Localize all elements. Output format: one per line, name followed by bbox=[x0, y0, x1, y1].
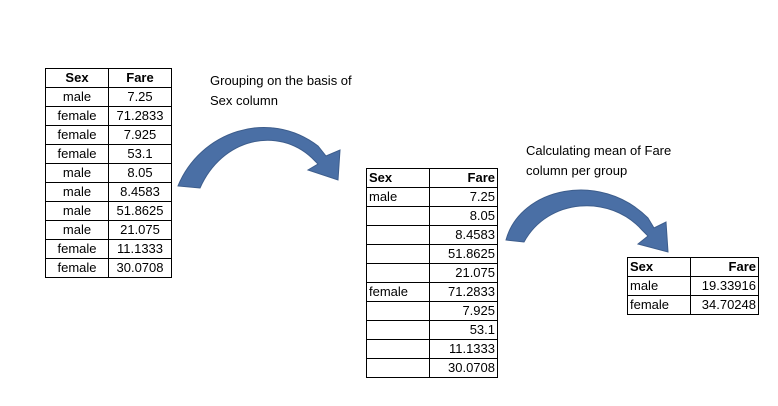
table-row: 7.925 bbox=[366, 301, 498, 321]
fare-cell: 8.05 bbox=[108, 163, 172, 183]
sex-cell: female bbox=[366, 282, 430, 302]
fare-cell: 51.8625 bbox=[429, 244, 498, 264]
sex-cell: female bbox=[45, 144, 109, 164]
grouped-table: Sex Fare male 7.25 8.05 8.4583 51.8625 21… bbox=[366, 168, 498, 378]
sex-cell: male bbox=[45, 182, 109, 202]
table-row: male 8.4583 bbox=[45, 182, 172, 202]
mean-note: Calculating mean of Fare column per grou… bbox=[526, 143, 672, 178]
sex-cell: female bbox=[45, 125, 109, 145]
table-header-row: Sex Fare bbox=[366, 168, 498, 188]
header-fare: Fare bbox=[690, 257, 759, 277]
table-row: female 53.1 bbox=[45, 144, 172, 164]
table-row: male 51.8625 bbox=[45, 201, 172, 221]
sex-cell bbox=[366, 358, 430, 378]
fare-cell: 7.925 bbox=[108, 125, 172, 145]
sex-cell: male bbox=[45, 87, 109, 107]
table-row: male 21.075 bbox=[45, 220, 172, 240]
fare-cell: 30.0708 bbox=[108, 258, 172, 278]
fare-cell: 53.1 bbox=[429, 320, 498, 340]
fare-cell: 8.4583 bbox=[108, 182, 172, 202]
table-row: female 34.70248 bbox=[627, 295, 759, 315]
table-row: 11.1333 bbox=[366, 339, 498, 359]
table-row: 8.4583 bbox=[366, 225, 498, 245]
mean-table: Sex Fare male 19.33916 female 34.70248 bbox=[627, 257, 759, 315]
fare-cell: 8.05 bbox=[429, 206, 498, 226]
grouping-note: Grouping on the basis of Sex column bbox=[210, 73, 352, 108]
table-row: female 30.0708 bbox=[45, 258, 172, 278]
header-sex: Sex bbox=[366, 168, 430, 188]
header-sex: Sex bbox=[45, 68, 109, 88]
table-header-row: Sex Fare bbox=[627, 257, 759, 277]
sex-cell bbox=[366, 301, 430, 321]
fare-cell: 21.075 bbox=[108, 220, 172, 240]
header-sex: Sex bbox=[627, 257, 691, 277]
sex-cell bbox=[366, 320, 430, 340]
sex-cell: male bbox=[366, 187, 430, 207]
fare-cell: 8.4583 bbox=[429, 225, 498, 245]
fare-cell: 7.25 bbox=[429, 187, 498, 207]
fare-cell: 21.075 bbox=[429, 263, 498, 283]
table-row: female 71.2833 bbox=[45, 106, 172, 126]
table-row: male 7.25 bbox=[366, 187, 498, 207]
table-row: male 7.25 bbox=[45, 87, 172, 107]
fare-cell: 34.70248 bbox=[690, 295, 759, 315]
curved-arrow-mean bbox=[505, 189, 669, 253]
table-row: male 19.33916 bbox=[627, 276, 759, 296]
original-table: Sex Fare male 7.25 female 71.2833 female 7.… bbox=[45, 68, 172, 278]
fare-cell: 71.2833 bbox=[429, 282, 498, 302]
fare-cell: 7.25 bbox=[108, 87, 172, 107]
table-row: 8.05 bbox=[366, 206, 498, 226]
sex-cell bbox=[366, 244, 430, 264]
fare-cell: 71.2833 bbox=[108, 106, 172, 126]
sex-cell bbox=[366, 206, 430, 226]
sex-cell bbox=[366, 225, 430, 245]
sex-cell: female bbox=[45, 258, 109, 278]
fare-cell: 51.8625 bbox=[108, 201, 172, 221]
table-row: female 11.1333 bbox=[45, 239, 172, 259]
fare-cell: 53.1 bbox=[108, 144, 172, 164]
fare-cell: 11.1333 bbox=[429, 339, 498, 359]
sex-cell: male bbox=[45, 201, 109, 221]
table-row: female 7.925 bbox=[45, 125, 172, 145]
sex-cell bbox=[366, 339, 430, 359]
sex-cell: female bbox=[627, 295, 691, 315]
table-row: male 8.05 bbox=[45, 163, 172, 183]
fare-cell: 30.0708 bbox=[429, 358, 498, 378]
sex-cell: male bbox=[45, 220, 109, 240]
fare-cell: 11.1333 bbox=[108, 239, 172, 259]
table-row: 51.8625 bbox=[366, 244, 498, 264]
table-header-row: Sex Fare bbox=[45, 68, 172, 88]
header-fare: Fare bbox=[108, 68, 172, 88]
table-row: female 71.2833 bbox=[366, 282, 498, 302]
sex-cell: female bbox=[45, 106, 109, 126]
sex-cell bbox=[366, 263, 430, 283]
table-row: 30.0708 bbox=[366, 358, 498, 378]
table-row: 21.075 bbox=[366, 263, 498, 283]
fare-cell: 19.33916 bbox=[690, 276, 759, 296]
sex-cell: female bbox=[45, 239, 109, 259]
header-fare: Fare bbox=[429, 168, 498, 188]
table-row: 53.1 bbox=[366, 320, 498, 340]
sex-cell: male bbox=[627, 276, 691, 296]
fare-cell: 7.925 bbox=[429, 301, 498, 321]
curved-arrow-grouping bbox=[177, 127, 341, 189]
sex-cell: male bbox=[45, 163, 109, 183]
